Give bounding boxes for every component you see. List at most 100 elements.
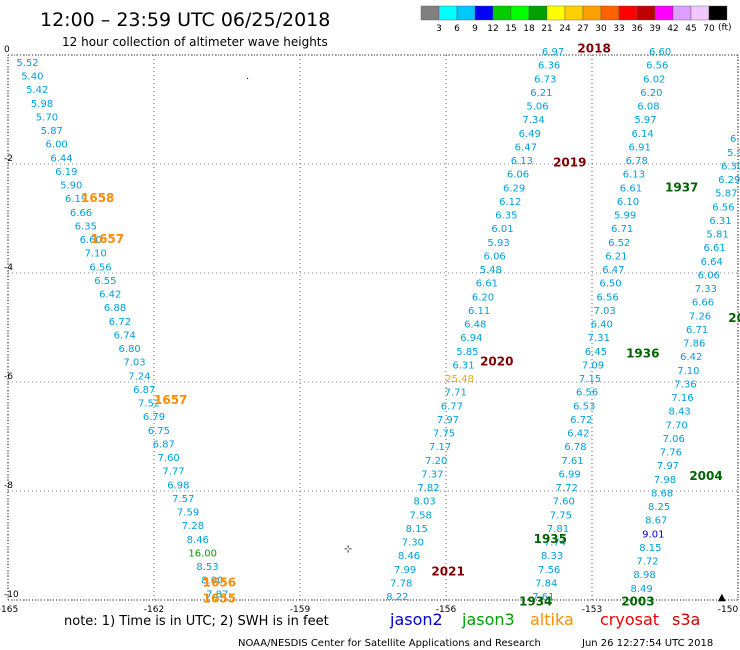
y-tick-label: -4 — [4, 263, 13, 273]
wave-height-value: 8.25 — [648, 502, 670, 513]
wave-height-value: 5.81 — [706, 230, 728, 241]
wave-height-value: 6.87 — [153, 439, 175, 450]
time-label: 1935 — [534, 532, 567, 546]
wave-height-value: 7.72 — [556, 483, 578, 494]
wave-height-value: 6.19 — [65, 194, 87, 205]
color-scale-label: 24 — [559, 24, 571, 34]
time-label: 1655 — [203, 592, 236, 606]
wave-height-value: 7.15 — [579, 374, 601, 385]
time-label: 2005 — [728, 311, 740, 325]
color-scale-swatch — [438, 5, 458, 21]
wave-height-value: 6.72 — [570, 415, 592, 426]
color-scale-swatch — [546, 5, 566, 21]
wave-height-value: 5.42 — [26, 85, 48, 96]
color-scale-swatch — [528, 5, 548, 21]
time-label: 1934 — [519, 594, 552, 608]
color-scale-label: 6 — [454, 24, 460, 34]
wave-height-value: 6.64 — [701, 257, 723, 268]
wave-height-value: 5.87 — [715, 189, 737, 200]
wave-height-value: 8.53 — [196, 562, 218, 573]
wave-height-value: 6.98 — [167, 480, 189, 491]
credit-line: NOAA/NESDIS Center for Satellite Applica… — [238, 638, 541, 649]
chart-title: 12:00 – 23:59 UTC 06/25/2018 — [40, 9, 330, 31]
time-labels: 2018 2019 2020 2021 1658 1657 1657 1656 1655 1937… — [81, 41, 740, 608]
grid-lines — [7, 54, 739, 601]
time-label: 1937 — [665, 180, 698, 194]
wave-height-value: 7.10 — [84, 249, 106, 260]
wave-height-value: 6.11 — [468, 306, 490, 317]
wave-height-value: 6.71 — [686, 325, 708, 336]
wave-height-value: 7.97 — [437, 415, 459, 426]
y-tick-label: -8 — [4, 481, 13, 491]
color-scale-swatch — [600, 5, 620, 21]
wave-height-value: 6.88 — [104, 303, 126, 314]
time-label: 2020 — [480, 355, 513, 369]
color-scale-swatch — [690, 5, 710, 21]
wave-height-value: 7.70 — [666, 420, 688, 431]
wave-height-value: 7.61 — [561, 456, 583, 467]
wave-height-value: 6.30 — [721, 161, 740, 172]
time-label: 1657 — [154, 393, 187, 407]
wave-height-value: 7.37 — [421, 469, 443, 480]
wave-height-value: 6.29 — [718, 175, 740, 186]
color-scale-swatch — [582, 5, 602, 21]
wave-height-value: 6.73 — [534, 74, 556, 85]
wave-height-value: 6.60 — [80, 235, 102, 246]
color-scale-unit: (ft) — [718, 23, 732, 33]
color-scale-label: 30 — [595, 24, 607, 34]
color-scale-swatch — [492, 5, 512, 21]
wave-height-value: 7.03 — [594, 306, 616, 317]
wave-height-value: 6.61 — [704, 243, 726, 254]
wave-height-value: 7.84 — [535, 578, 557, 589]
wave-height-value: 7.58 — [410, 510, 432, 521]
wave-height-value: 6.20 — [640, 88, 662, 99]
wave-height-value: 6.44 — [50, 153, 72, 164]
wave-height-value: 6.61 — [476, 279, 498, 290]
wave-height-value: 8.00 — [201, 576, 223, 587]
wave-height-value: 8.15 — [406, 524, 428, 535]
wave-height-value: 6.56 — [89, 262, 111, 273]
wave-height-value: 7.36 — [674, 379, 696, 390]
wave-height-value: 6.21 — [530, 88, 552, 99]
color-scale-label: 15 — [505, 24, 516, 34]
chart-subtitle: 12 hour collection of altimeter wave hei… — [62, 35, 328, 49]
time-label: 2018 — [577, 41, 610, 55]
wave-height-value: 6.00 — [46, 140, 68, 151]
wave-height-value: 8.33 — [541, 551, 563, 562]
color-scale-label: 18 — [523, 24, 535, 34]
units-note: note: 1) Time is in UTC; 2) SWH is in fe… — [64, 614, 329, 629]
wave-height-value: 6.13 — [511, 156, 533, 167]
x-tick-label: -150 — [718, 605, 739, 615]
wave-height-value: 6.42 — [99, 290, 121, 301]
wave-height-value: 6.13 — [623, 170, 645, 181]
wave-height-value: 6.20 — [472, 292, 494, 303]
wave-height-value: 7.75 — [550, 510, 572, 521]
plot-area: -165 -162 -159 -156 -153 -150 0 -2 -4 -6 -8 -10 5.5… — [0, 41, 740, 615]
wave-height-value: 8.03 — [413, 497, 435, 508]
wave-height-value: 7.60 — [553, 497, 575, 508]
wave-height-value: 6.55 — [94, 276, 116, 287]
wave-height-value: 6.56 — [712, 202, 734, 213]
color-scale-swatch — [636, 5, 656, 21]
wave-height-value: 5.99 — [614, 211, 636, 222]
satellite-s3a-label: s3a — [672, 610, 700, 629]
satellite-jason2-label: jason2 — [389, 610, 443, 629]
wave-height-value: 7.30 — [402, 538, 424, 549]
wave-height-value: 6.78 — [626, 156, 648, 167]
wave-height-value: 6.08 — [637, 102, 659, 113]
y-tick-label: 0 — [4, 45, 10, 55]
color-scale-swatch — [474, 5, 494, 21]
wave-height-value: 8.46 — [187, 535, 209, 546]
wave-height-value: 6.21 — [605, 251, 627, 262]
wave-height-value: 6.29 — [503, 183, 525, 194]
wave-height-value: 7.82 — [417, 483, 439, 494]
color-scale-swatch — [564, 5, 584, 21]
wave-height-value: 6.56 — [576, 388, 598, 399]
satellite-cryosat-label: cryosat — [600, 610, 659, 629]
wave-height-value: 6.36 — [538, 61, 560, 72]
wave-height-value: 6.75 — [148, 426, 170, 437]
y-tick-label: -6 — [4, 372, 13, 382]
time-label: 1657 — [91, 232, 124, 246]
wave-height-value: 6.49 — [519, 129, 541, 140]
wave-height-value: 5.52 — [16, 58, 38, 69]
